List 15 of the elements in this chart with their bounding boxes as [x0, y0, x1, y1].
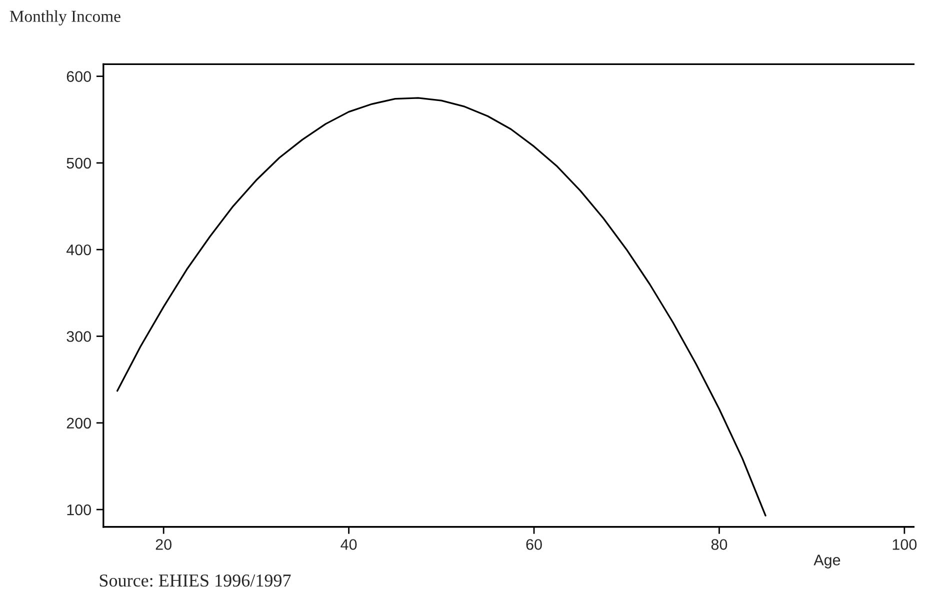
x-tick-label: 20 [156, 539, 172, 550]
x-tick-label: 40 [340, 539, 357, 550]
y-tick-label: 100 [67, 504, 91, 516]
x-axis-title: Age [814, 554, 840, 568]
source-note: Source: EHIES 1996/1997 [100, 574, 291, 587]
y-tick-label: 500 [66, 158, 91, 169]
y-tick-label: 300 [66, 331, 91, 342]
x-tick-label: 60 [526, 539, 542, 550]
x-tick-label: 80 [711, 539, 728, 550]
y-tick-label: 200 [66, 418, 91, 429]
line-series [116, 97, 766, 516]
y-tick-label: 400 [66, 244, 91, 256]
x-tick-label: 100 [892, 539, 917, 550]
y-axis-title: Monthly Income [10, 10, 120, 26]
y-tick-label: 600 [66, 71, 91, 82]
